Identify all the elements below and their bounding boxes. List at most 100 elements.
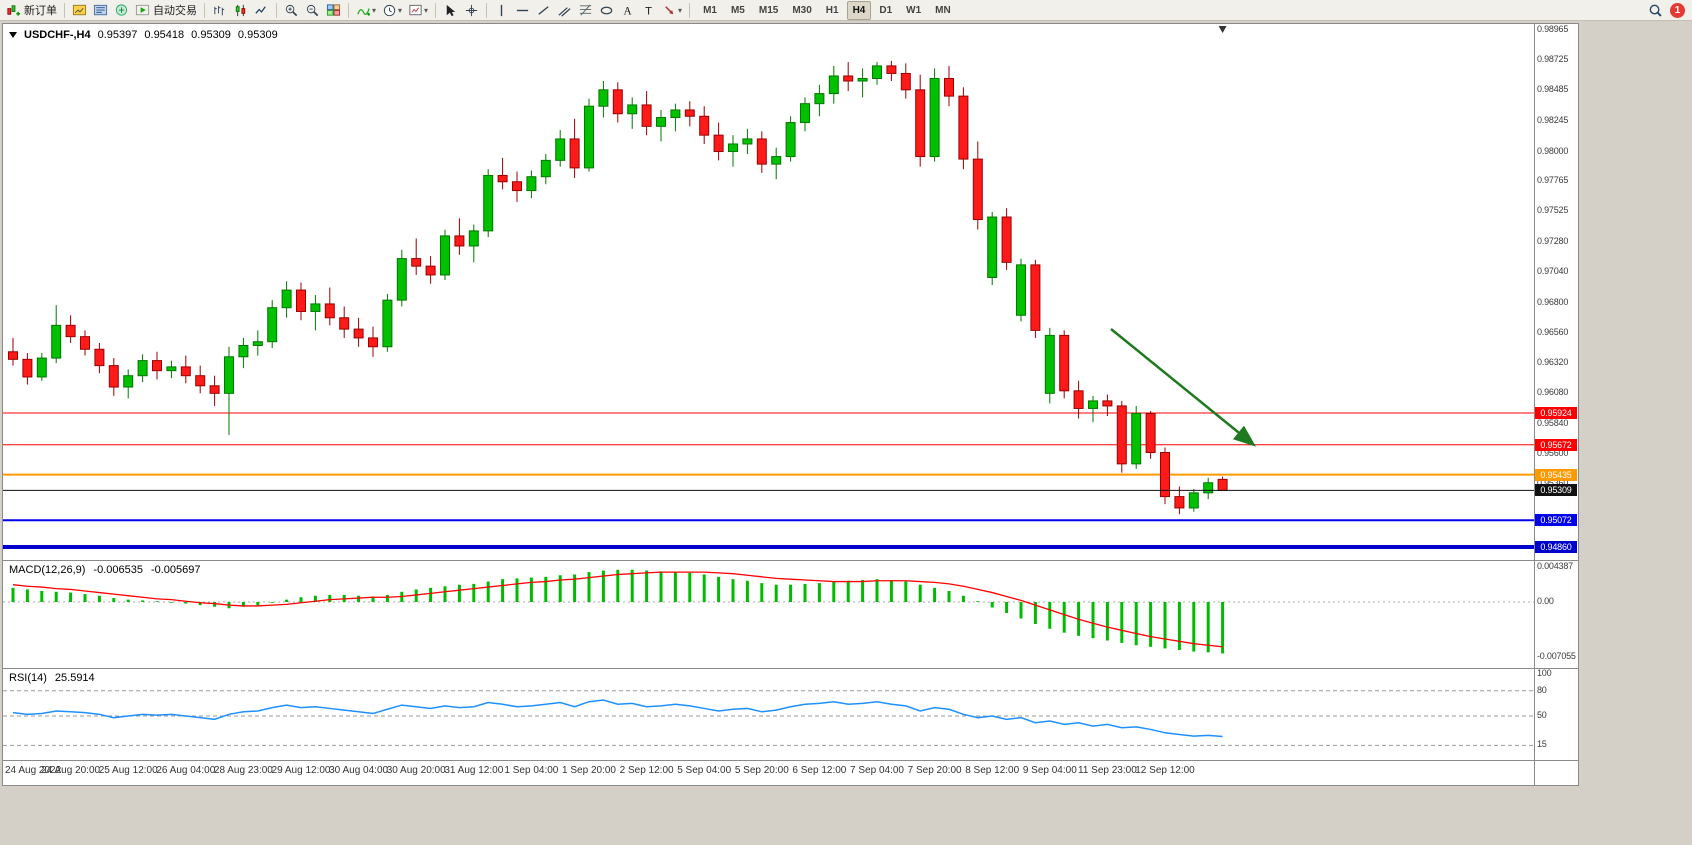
timeframe-m30-button[interactable]: M30 — [792, 4, 812, 16]
macd-histogram-bar — [457, 584, 461, 602]
price-axis-label: 0.96320 — [1537, 357, 1569, 368]
time-axis[interactable]: 24 Aug 2022 24 Aug 20:00 25 Aug 12:00 26 Au… — [3, 762, 1534, 782]
candle-body — [310, 303, 321, 312]
price-tag-0.94860: 0.94860 — [1535, 540, 1577, 553]
macd-histogram-bar — [313, 595, 317, 602]
candle-chart-icon — [235, 4, 246, 16]
price-axis-label: 0.97040 — [1537, 266, 1569, 277]
ohlc-high: 0.95418 — [144, 29, 185, 41]
time-axis-label: 30 Aug 04:00 — [329, 765, 389, 776]
macd-histogram-bar — [645, 570, 649, 602]
macd-histogram-bar — [11, 587, 15, 602]
candle-body — [598, 89, 609, 107]
vertical-line-button[interactable] — [492, 1, 511, 20]
macd-histogram-bar — [688, 572, 692, 602]
time-axis-label: 5 Sep 04:00 — [677, 765, 732, 776]
candle-body — [425, 265, 436, 276]
candle-body — [929, 77, 940, 158]
toolbar-divider — [64, 2, 65, 18]
arrows-button[interactable] — [660, 1, 684, 20]
new-order-icon — [7, 4, 21, 16]
new-order-button[interactable]: 新订单 — [4, 1, 59, 20]
macd-histogram-bar — [544, 576, 548, 602]
rsi-label: RSI(14) — [9, 672, 47, 684]
candle-body — [584, 105, 594, 169]
shapes-button[interactable] — [597, 1, 616, 20]
macd-histogram-bar — [976, 601, 980, 603]
candle-body — [1030, 264, 1041, 331]
indicators-button[interactable] — [354, 1, 378, 20]
macd-histogram-bar — [1134, 602, 1138, 646]
chart-title-bar: USDCHF-,H4 0.95397 0.95418 0.95309 0.953… — [9, 29, 278, 41]
trend-arrow[interactable] — [1110, 328, 1256, 447]
candle-body — [641, 104, 652, 127]
text-button[interactable]: A — [618, 1, 637, 20]
macd-histogram-bar — [933, 587, 937, 602]
macd-histogram-bar — [1192, 602, 1196, 652]
trendline-button[interactable] — [534, 1, 553, 20]
autotrading-button[interactable]: 自动交易 — [133, 1, 199, 20]
macd-histogram-bar — [990, 602, 994, 608]
macd-histogram-bar — [1120, 602, 1124, 643]
line-chart-button[interactable] — [252, 1, 271, 20]
macd-histogram-bar — [515, 578, 519, 602]
time-axis-label: 29 Aug 12:00 — [271, 765, 331, 776]
candle-body — [670, 109, 681, 119]
rsi-panel-splitter[interactable] — [3, 668, 1578, 669]
macd-panel-splitter[interactable] — [3, 560, 1578, 561]
time-axis-label: 24 Aug 2022 — [5, 765, 62, 776]
market-watch-button[interactable] — [91, 1, 110, 20]
macd-histogram-bar — [616, 569, 620, 602]
timeframe-mn-button[interactable]: MN — [935, 4, 951, 16]
text-label-button[interactable]: T — [639, 1, 658, 20]
timeframe-h4-button[interactable]: H4 — [846, 0, 872, 20]
candle-body — [368, 337, 378, 348]
timeframe-group: M1 M5 M15 M30 H1 H4 D1 W1 MN — [696, 0, 958, 20]
timeframe-m1-button[interactable]: M1 — [703, 4, 717, 16]
candle-body — [1131, 412, 1142, 465]
fibonacci-button[interactable] — [576, 1, 595, 20]
horizontal-line-button[interactable] — [513, 1, 532, 20]
candle-body — [555, 138, 566, 161]
time-axis-label: 1 Sep 04:00 — [504, 765, 559, 776]
macd-value: -0.006535 — [93, 564, 143, 576]
timeframe-w1-button[interactable]: W1 — [906, 4, 922, 16]
navigator-button[interactable] — [112, 1, 131, 20]
toolbar-divider — [435, 2, 437, 18]
rsi-line — [12, 699, 1223, 738]
macd-histogram-bar — [573, 574, 577, 602]
search-button[interactable] — [1646, 1, 1665, 20]
timeframe-m15-button[interactable]: M15 — [758, 4, 779, 16]
charts-button[interactable] — [70, 1, 89, 20]
macd-histogram-bar — [357, 595, 361, 602]
candle-chart-button[interactable] — [231, 1, 250, 20]
crosshair-button[interactable] — [462, 1, 481, 20]
macd-histogram-bar — [630, 569, 634, 602]
candle-body — [569, 138, 580, 169]
zoom-out-button[interactable] — [303, 1, 322, 20]
zoom-in-button[interactable] — [282, 1, 301, 20]
macd-histogram-bar — [947, 590, 951, 602]
periods-button[interactable] — [380, 1, 404, 20]
candle-body — [728, 143, 738, 153]
candle-body — [540, 159, 551, 178]
one-click-trading-toggle[interactable] — [9, 32, 17, 38]
timeframe-h1-button[interactable]: H1 — [825, 4, 839, 16]
candle-body — [526, 176, 537, 192]
price-axis[interactable]: 0.98965 0.98725 0.98485 0.98245 0.98000 0.977… — [1535, 24, 1578, 785]
timeframe-d1-button[interactable]: D1 — [879, 4, 893, 16]
timeframe-m5-button[interactable]: M5 — [730, 4, 745, 16]
bar-chart-button[interactable] — [210, 1, 229, 20]
rsi-axis-label: 50 — [1537, 710, 1547, 720]
macd-histogram-bar — [558, 575, 562, 602]
notification-badge[interactable]: 1 — [1670, 2, 1685, 18]
time-axis-divider[interactable] — [3, 760, 1578, 761]
tile-windows-button[interactable] — [324, 1, 343, 20]
equidistant-channel-button[interactable] — [555, 1, 574, 20]
cursor-button[interactable] — [441, 1, 460, 20]
ohlc-open: 0.95397 — [97, 29, 138, 41]
candle-body — [1160, 452, 1170, 498]
candle-body — [296, 289, 306, 312]
templates-button[interactable] — [406, 1, 430, 20]
candle-body — [267, 307, 278, 343]
